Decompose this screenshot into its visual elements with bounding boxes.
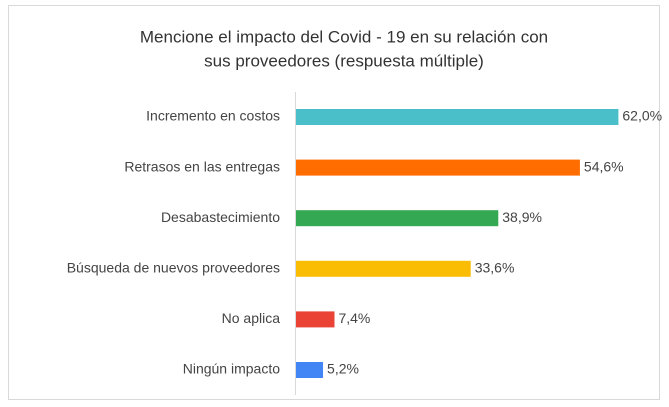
- value-label: 38,9%: [502, 209, 542, 225]
- bar: [296, 260, 471, 277]
- category-label: No aplica: [222, 310, 281, 326]
- category-label: Retrasos en las entregas: [124, 158, 280, 174]
- chart-border: [8, 5, 660, 400]
- chart-title: Mencione el impacto del Covid - 19 en su…: [140, 27, 548, 46]
- value-label: 54,6%: [584, 158, 624, 174]
- chart-title: sus proveedores (respuesta múltiple): [204, 51, 484, 70]
- value-label: 62,0%: [622, 108, 662, 124]
- category-label: Búsqueda de nuevos proveedores: [67, 260, 280, 276]
- bar: [296, 159, 580, 176]
- bar: [296, 311, 335, 328]
- value-label: 33,6%: [475, 260, 515, 276]
- value-label: 7,4%: [338, 310, 370, 326]
- category-label: Incremento en costos: [146, 108, 280, 124]
- category-label: Ningún impacto: [183, 361, 280, 377]
- bar: [296, 109, 619, 125]
- bar: [296, 362, 324, 378]
- category-label: Desabastecimiento: [161, 209, 280, 225]
- value-label: 5,2%: [327, 361, 359, 377]
- bar: [296, 210, 499, 227]
